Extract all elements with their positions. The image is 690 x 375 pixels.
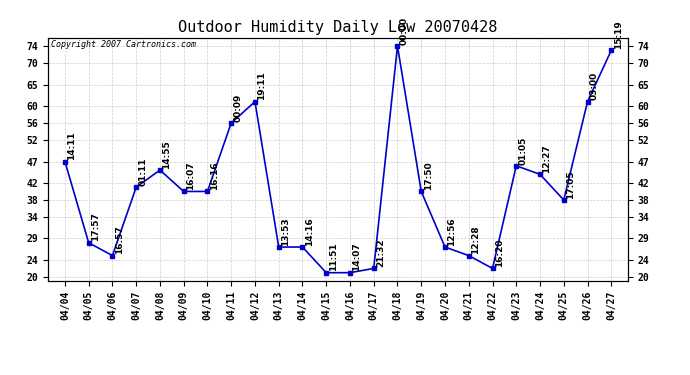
Text: 16:57: 16:57 <box>115 225 124 254</box>
Text: 01:05: 01:05 <box>519 136 528 165</box>
Text: 19:11: 19:11 <box>257 72 266 100</box>
Text: 14:16: 14:16 <box>305 217 314 246</box>
Text: 14:07: 14:07 <box>353 243 362 272</box>
Text: 12:56: 12:56 <box>447 217 456 246</box>
Text: 11:51: 11:51 <box>328 243 337 272</box>
Text: 12:27: 12:27 <box>542 144 551 173</box>
Title: Outdoor Humidity Daily Low 20070428: Outdoor Humidity Daily Low 20070428 <box>179 20 497 35</box>
Text: Copyright 2007 Cartronics.com: Copyright 2007 Cartronics.com <box>51 40 196 49</box>
Text: 01:11: 01:11 <box>139 158 148 186</box>
Text: 14:11: 14:11 <box>68 132 77 160</box>
Text: 00:00: 00:00 <box>400 16 409 45</box>
Text: 15:19: 15:19 <box>613 20 622 49</box>
Text: 16:07: 16:07 <box>186 162 195 190</box>
Text: 16:20: 16:20 <box>495 238 504 267</box>
Text: 13:53: 13:53 <box>281 217 290 246</box>
Text: 14:55: 14:55 <box>162 140 171 169</box>
Text: 12:28: 12:28 <box>471 226 480 254</box>
Text: 17:05: 17:05 <box>566 170 575 199</box>
Text: 17:50: 17:50 <box>424 162 433 190</box>
Text: 03:00: 03:00 <box>590 72 599 100</box>
Text: 21:32: 21:32 <box>376 238 385 267</box>
Text: 17:57: 17:57 <box>91 213 100 242</box>
Text: 16:16: 16:16 <box>210 162 219 190</box>
Text: 00:09: 00:09 <box>234 93 243 122</box>
